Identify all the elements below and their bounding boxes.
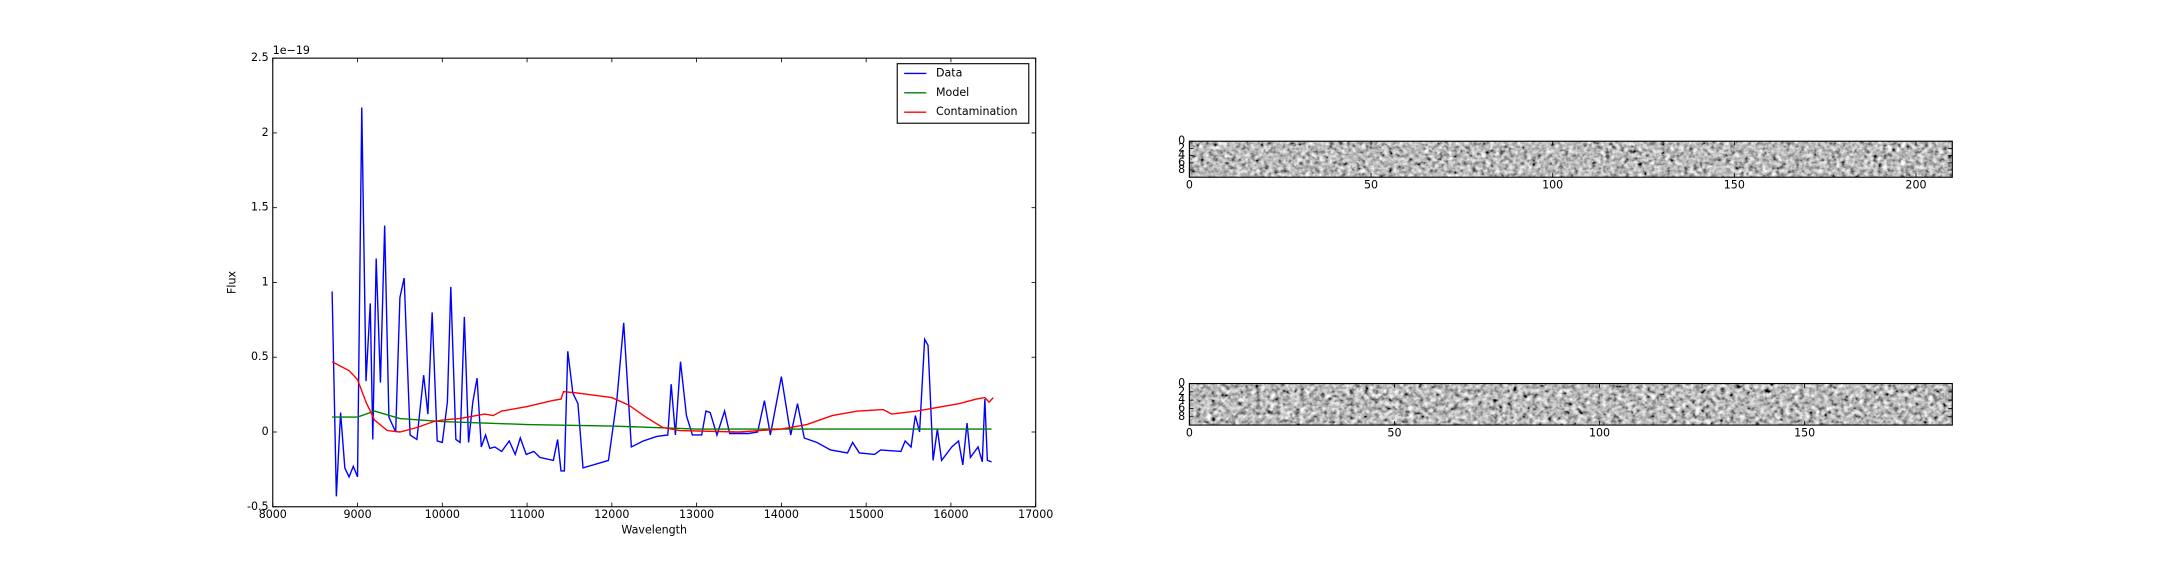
y-tick-label: 4 [1178, 149, 1185, 162]
offset-label: 1e−19 [273, 44, 310, 57]
y-tick-label: 1.5 [251, 201, 269, 214]
y-tick-label: 0 [1178, 377, 1185, 390]
x-tick-label: 50 [1364, 179, 1378, 192]
y-tick-label: 0 [1178, 134, 1185, 147]
x-tick-label: 0 [1186, 426, 1193, 439]
x-tick-label: 50 [1387, 426, 1401, 439]
y-tick-label: 8 [1178, 163, 1185, 176]
image [1189, 383, 1953, 426]
x-tick-label: 14000 [764, 508, 799, 521]
x-tick-label: 100 [1542, 179, 1563, 192]
data-line [331, 107, 992, 497]
x-tick-label: 150 [1724, 179, 1745, 192]
legend-label: Data [936, 66, 962, 79]
legend-label: Model [936, 86, 969, 99]
y-tick-label: 0.5 [251, 350, 269, 363]
y-tick-label: 6 [1178, 401, 1185, 414]
axes-frame [1188, 382, 1953, 426]
y-tick-label: 2.5 [251, 51, 269, 64]
y-tick-label: 0 [262, 425, 269, 438]
x-tick-label: 12000 [594, 508, 629, 521]
data-line [332, 410, 992, 430]
x-tick-label: 200 [1905, 179, 1926, 192]
y-tick-label: 6 [1178, 156, 1185, 169]
image [1189, 141, 1953, 178]
y-tick-label: 8 [1178, 410, 1185, 423]
x-tick-label: 0 [1186, 179, 1193, 192]
y-tick-label: 2 [262, 126, 269, 139]
x-axis-label: Wavelength [621, 523, 687, 536]
y-tick-label: 2 [1178, 385, 1185, 398]
x-tick-label: 16000 [933, 508, 968, 521]
x-tick-label: 17000 [1018, 508, 1053, 521]
y-axis-label: Flux [226, 271, 239, 294]
x-tick-label: 150 [1794, 426, 1815, 439]
legend-label: Contamination [936, 105, 1017, 118]
x-tick-label: 9000 [343, 508, 371, 521]
x-tick-label: 11000 [509, 508, 544, 521]
y-tick-label: 2 [1178, 141, 1185, 154]
x-tick-label: 15000 [849, 508, 884, 521]
axes-frame [272, 57, 1037, 508]
y-tick-label: 1 [262, 275, 269, 288]
x-tick-label: 8000 [259, 508, 287, 521]
y-tick-label: -0.5 [247, 500, 269, 513]
x-tick-label: 100 [1589, 426, 1610, 439]
axes-frame [1188, 140, 1953, 178]
x-tick-label: 10000 [425, 508, 460, 521]
x-tick-label: 13000 [679, 508, 714, 521]
data-line [331, 361, 994, 433]
y-tick-label: 4 [1178, 393, 1185, 406]
